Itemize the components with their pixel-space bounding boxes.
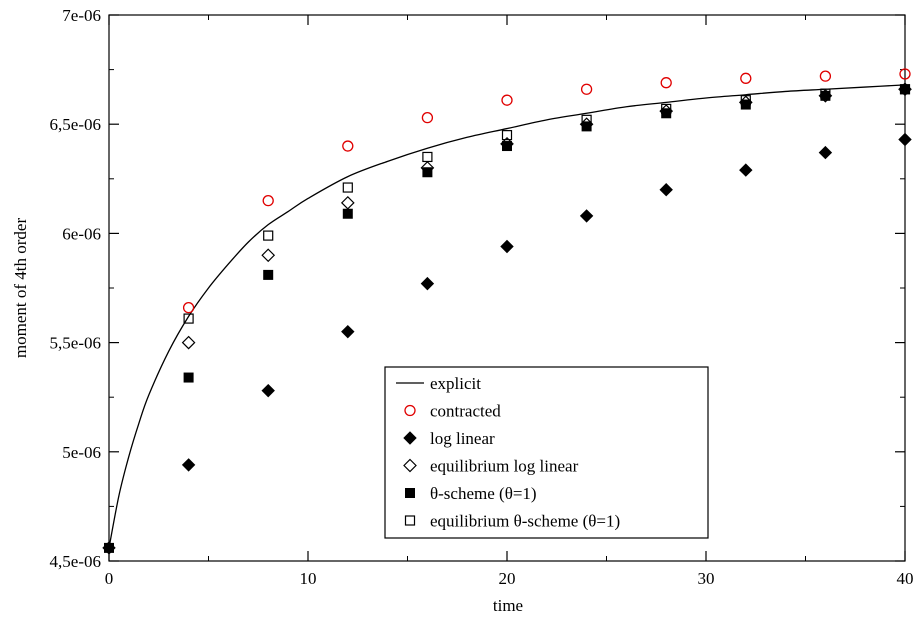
x-tick-label: 30: [698, 569, 715, 588]
data-point: [422, 167, 433, 178]
data-point: [580, 83, 593, 95]
data-point: [181, 335, 196, 350]
data-point: [261, 383, 275, 398]
legend-label: contracted: [430, 402, 501, 421]
data-point: [740, 72, 752, 84]
data-point: [820, 88, 831, 99]
data-point: [261, 248, 276, 263]
data-point: [342, 182, 353, 193]
data-point: [659, 183, 673, 197]
legend-marker: [404, 404, 416, 417]
data-point: [340, 195, 355, 210]
legend-entry: explicit: [396, 374, 481, 393]
data-point: [421, 111, 434, 124]
data-point: [420, 276, 435, 291]
legend-box: [384, 366, 709, 539]
x-axis-title: time: [493, 596, 523, 615]
data-point: [104, 542, 114, 553]
data-point: [819, 70, 832, 82]
data-point: [262, 194, 274, 207]
data-point: [501, 94, 513, 106]
data-point: [501, 130, 513, 141]
data-point: [181, 458, 196, 472]
series-layer: [102, 68, 912, 555]
legend-label: θ-scheme (θ=1): [430, 484, 537, 503]
data-point: [661, 103, 672, 115]
y-axis-ticks: 4,5e-06 5e-06 5,5e-06 6e-06 6,5e-06 7e-06: [50, 6, 905, 571]
data-point: [820, 90, 831, 101]
data-point: [263, 230, 274, 241]
data-point: [263, 269, 274, 280]
series-5: [183, 84, 911, 324]
legend: explicit contracted log linear equilibrium …: [384, 366, 709, 539]
data-point: [899, 84, 911, 95]
data-point: [502, 141, 512, 152]
data-point: [581, 114, 592, 125]
legend-entry: log linear: [403, 429, 495, 448]
legend-label: equilibrium θ-scheme (θ=1): [430, 512, 620, 531]
y-tick-label: 6,5e-06: [50, 115, 101, 134]
data-point: [581, 121, 592, 132]
x-tick-label: 0: [105, 569, 114, 588]
data-point: [899, 68, 911, 80]
x-tick-label: 10: [300, 569, 317, 588]
y-tick-label: 4,5e-06: [50, 552, 101, 571]
legend-label: explicit: [430, 374, 481, 393]
legend-entry: equilibrium θ-scheme (θ=1): [404, 512, 620, 531]
legend-marker: [403, 431, 417, 445]
series-line-explicit: [108, 84, 906, 549]
data-point: [740, 95, 751, 106]
data-point: [183, 372, 194, 383]
data-point: [739, 163, 753, 177]
series-1: [182, 68, 911, 314]
data-point: [660, 77, 672, 89]
x-tick-label: 20: [499, 569, 516, 588]
legend-marker: [403, 458, 417, 473]
data-point: [183, 313, 194, 324]
data-point: [422, 151, 433, 163]
legend-marker: [404, 515, 416, 526]
data-point: [341, 324, 355, 339]
x-tick-label: 40: [897, 569, 914, 588]
legend-entry: equilibrium log linear: [403, 457, 579, 476]
data-point: [818, 145, 833, 160]
legend-marker: [405, 488, 415, 498]
data-point: [342, 208, 353, 219]
legend-entry: contracted: [404, 402, 501, 421]
y-tick-label: 6e-06: [62, 224, 101, 243]
data-point: [500, 239, 514, 254]
legend-label: equilibrium log linear: [430, 457, 579, 476]
legend-entry: θ-scheme (θ=1): [405, 484, 537, 503]
data-point: [900, 84, 910, 95]
y-tick-label: 5e-06: [62, 443, 101, 462]
data-point: [182, 302, 195, 314]
series-3: [181, 82, 912, 350]
y-tick-label: 7e-06: [62, 6, 101, 25]
series-0: [108, 84, 906, 549]
legend-label: log linear: [430, 429, 495, 448]
x-axis-ticks: 0 10 20 30 40: [105, 15, 914, 588]
data-point: [898, 132, 912, 147]
y-axis-title: moment of 4th order: [11, 218, 30, 359]
y-tick-label: 5,5e-06: [50, 334, 101, 353]
data-point: [342, 140, 354, 152]
data-point: [579, 209, 594, 223]
